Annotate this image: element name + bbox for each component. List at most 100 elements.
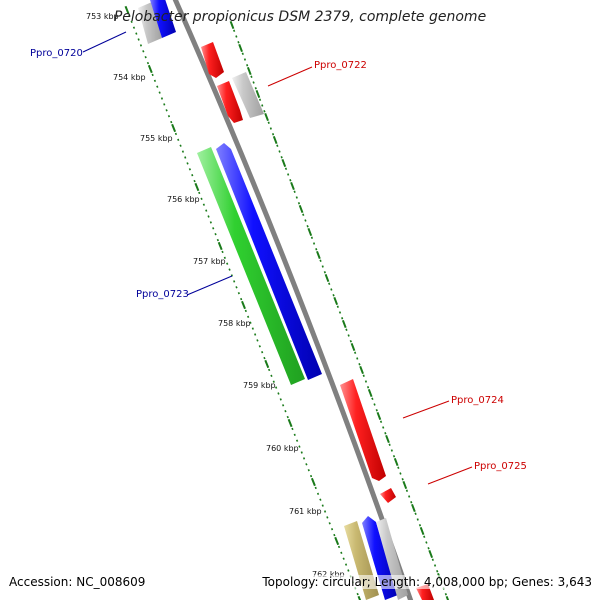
ruler-tick [254,87,257,90]
ruler-tick [326,516,329,519]
ruler-tick [328,282,331,286]
tick-label: 754 kbp [113,73,146,82]
ruler-tick [314,486,317,490]
feature-red-small [201,42,224,78]
tick-label: 762 kbp [312,570,345,579]
ruler-tick [233,29,236,32]
ruler-tick [156,85,159,88]
ruler-tick [342,557,345,560]
ruler-tick [337,545,341,549]
ruler-tick [251,327,254,330]
ruler-tick [147,64,153,74]
ruler-tick [359,365,364,375]
feature-ppro-0720 [150,0,176,38]
ruler-tick [302,213,305,216]
ruler-tick [212,227,215,230]
ruler-tick [373,403,376,406]
ruler-tick [332,294,335,297]
ruler-tick [375,409,378,412]
ruler-tick [410,501,413,504]
ruler-tick [371,397,374,401]
ruler-tick [362,374,365,377]
ruler-tick [264,359,270,369]
feature-blue-long [216,143,322,380]
gene-label-group-ppro-0724: Ppro_0724 [402,395,504,419]
ruler-tick [401,478,404,481]
ruler-tick [272,135,278,145]
inner-ruler [124,5,362,600]
ruler-tick [146,61,150,65]
ruler-tick [393,457,399,467]
ruler-tick [293,190,296,193]
ruler-tick [324,273,330,283]
ruler-tick [444,593,447,596]
ruler-tick [293,433,296,436]
ruler-tick [153,79,157,82]
ruler-tick [330,528,334,531]
ruler-tick [221,250,224,254]
ruler-tick [298,204,304,214]
ruler-tick [216,238,219,242]
ruler-tick [246,66,252,76]
ruler-tick [177,138,180,141]
ruler-tick [230,274,233,277]
gene-label: Ppro_0725 [474,461,527,472]
ruler-tick [340,551,343,554]
ruler-tick [151,73,154,77]
ruler-tick [254,333,257,336]
ruler-tick [158,91,161,94]
ruler-tick [249,321,252,324]
ruler-tick [142,50,145,53]
ruler-tick [367,388,373,398]
ruler-tick [427,547,430,550]
ruler-tick [279,398,282,401]
ruler-tick [323,271,326,274]
ruler-tick [277,392,280,395]
ruler-tick [309,474,313,478]
ruler-tick [241,300,246,310]
ruler-tick [354,351,357,354]
ruler-tick [302,457,306,460]
ruler-tick [366,386,370,389]
feature-ppro-0722-red [217,81,243,123]
ruler-tick [237,41,240,44]
ruler-tick [198,191,201,195]
ruler-tick [298,445,301,448]
ruler-tick [244,309,247,313]
ruler-tick [269,127,272,130]
ruler-tick [425,541,428,544]
genome-summary: Topology: circular; Length: 4,008,000 bp… [262,575,592,589]
ruler-tick [385,434,390,444]
gene-label: Ppro_0720 [30,48,83,59]
ruler-tick [304,219,307,222]
ruler-tick [250,75,253,78]
feature-ppro-0723 [197,147,305,385]
ruler-tick [226,262,229,265]
ruler-tick [137,38,140,41]
ruler-tick [316,492,320,495]
ruler-tick [278,150,281,153]
ruler-tick [281,158,287,168]
ruler-tick [289,179,292,182]
ruler-tick [286,415,289,419]
ruler-tick [297,202,301,205]
tick-label: 759 kbp [243,381,276,390]
genome-backbone [172,0,414,600]
ruler-tick [392,454,396,458]
ruler-tick [179,144,182,147]
ruler-tick [433,564,437,567]
feature-ppro-0725 [380,488,396,503]
ruler-tick [287,418,293,428]
ruler-tick [241,52,244,56]
ruler-tick [255,89,261,99]
ruler-tick [323,510,327,513]
gene-label-group-ppro-0720: Ppro_0720 [30,31,127,59]
ruler-tick [181,150,185,153]
ruler-tick [229,20,235,30]
ruler-tick [261,104,264,107]
ruler-tick [307,227,313,237]
ruler-tick [165,109,168,112]
ruler-tick [364,380,368,383]
tick-label: 758 kbp [218,319,251,328]
ruler-tick [382,426,385,429]
